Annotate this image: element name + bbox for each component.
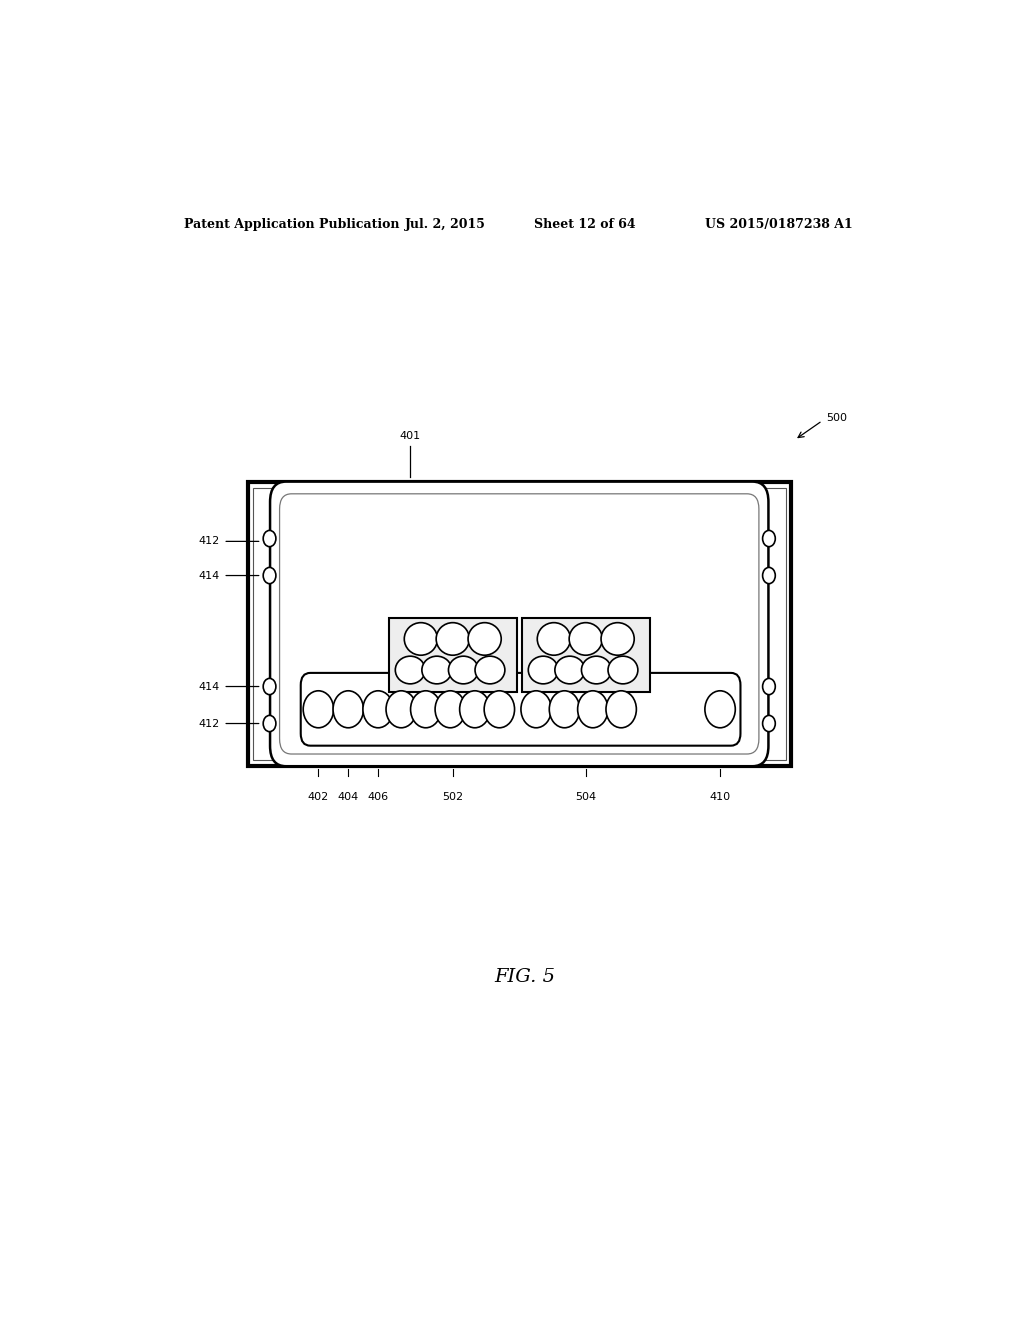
Text: 502: 502	[442, 792, 463, 801]
Text: 406: 406	[368, 792, 389, 801]
Text: 414: 414	[198, 570, 219, 581]
Text: 414: 414	[198, 681, 219, 692]
Ellipse shape	[449, 656, 478, 684]
Circle shape	[263, 531, 275, 546]
Ellipse shape	[582, 656, 611, 684]
Ellipse shape	[404, 623, 437, 655]
Ellipse shape	[362, 690, 393, 727]
Circle shape	[763, 568, 775, 583]
Ellipse shape	[435, 690, 466, 727]
Text: 504: 504	[575, 792, 596, 801]
FancyBboxPatch shape	[389, 618, 516, 692]
Circle shape	[263, 568, 275, 583]
Ellipse shape	[521, 690, 551, 727]
Ellipse shape	[705, 690, 735, 727]
Ellipse shape	[422, 656, 452, 684]
Ellipse shape	[569, 623, 602, 655]
Circle shape	[763, 678, 775, 694]
Ellipse shape	[608, 656, 638, 684]
Text: FIG. 5: FIG. 5	[495, 968, 555, 986]
Ellipse shape	[606, 690, 636, 727]
Text: US 2015/0187238 A1: US 2015/0187238 A1	[705, 218, 853, 231]
Ellipse shape	[528, 656, 558, 684]
Ellipse shape	[549, 690, 580, 727]
Ellipse shape	[411, 690, 441, 727]
Ellipse shape	[484, 690, 514, 727]
Ellipse shape	[303, 690, 334, 727]
Ellipse shape	[468, 623, 501, 655]
Ellipse shape	[333, 690, 364, 727]
FancyBboxPatch shape	[270, 482, 768, 766]
Ellipse shape	[555, 656, 585, 684]
FancyBboxPatch shape	[248, 482, 791, 766]
FancyBboxPatch shape	[522, 618, 649, 692]
Text: 410: 410	[710, 792, 731, 801]
Text: Patent Application Publication: Patent Application Publication	[183, 218, 399, 231]
Ellipse shape	[475, 656, 505, 684]
Ellipse shape	[460, 690, 490, 727]
Text: 401: 401	[399, 430, 420, 441]
Text: 412: 412	[198, 718, 219, 729]
Text: Jul. 2, 2015: Jul. 2, 2015	[406, 218, 485, 231]
Text: 500: 500	[826, 413, 848, 422]
FancyBboxPatch shape	[280, 494, 759, 754]
Ellipse shape	[395, 656, 425, 684]
Ellipse shape	[436, 623, 469, 655]
FancyBboxPatch shape	[301, 673, 740, 746]
Ellipse shape	[538, 623, 570, 655]
Circle shape	[763, 531, 775, 546]
Text: Sheet 12 of 64: Sheet 12 of 64	[534, 218, 635, 231]
Ellipse shape	[601, 623, 634, 655]
Text: 402: 402	[308, 792, 329, 801]
FancyBboxPatch shape	[253, 487, 785, 760]
Circle shape	[263, 678, 275, 694]
Circle shape	[763, 715, 775, 731]
Ellipse shape	[386, 690, 417, 727]
Ellipse shape	[578, 690, 608, 727]
Text: 404: 404	[338, 792, 358, 801]
Circle shape	[263, 715, 275, 731]
Text: 412: 412	[198, 536, 219, 546]
